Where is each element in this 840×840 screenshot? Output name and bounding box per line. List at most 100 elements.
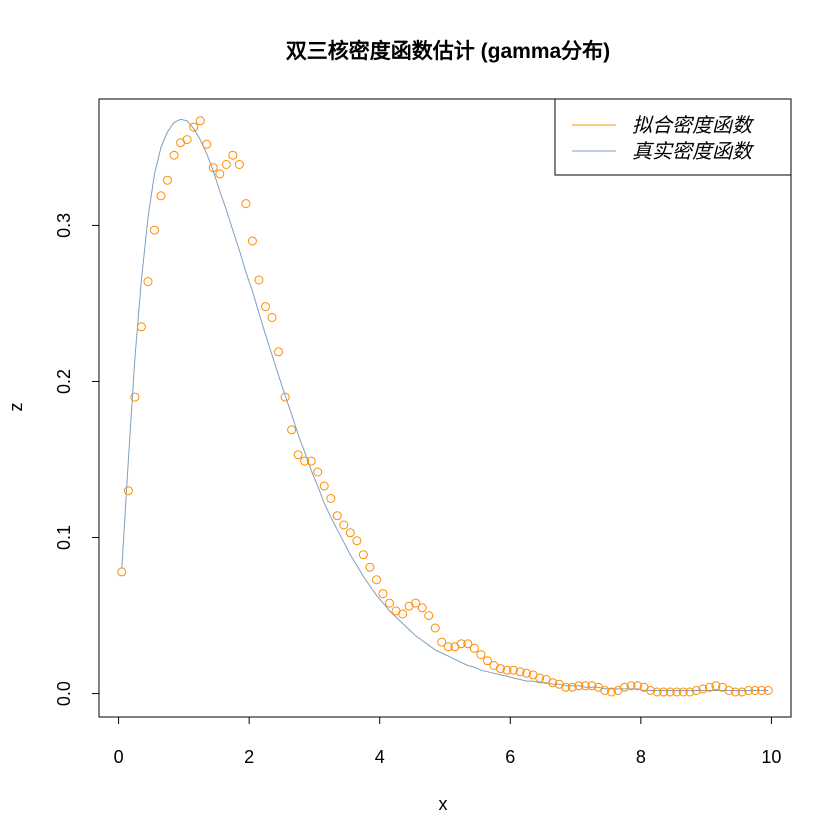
data-point bbox=[228, 150, 238, 160]
data-point bbox=[300, 456, 310, 466]
data-point bbox=[372, 575, 381, 585]
data-point bbox=[646, 686, 656, 695]
x-axis: 0 2 4 6 8 10 bbox=[114, 716, 781, 767]
data-point bbox=[685, 687, 695, 697]
y-tick-label: 0.2 bbox=[54, 369, 74, 394]
data-point bbox=[267, 313, 277, 322]
data-point bbox=[763, 686, 773, 695]
y-axis: 0.0 0.1 0.2 0.3 bbox=[54, 213, 100, 706]
data-point bbox=[509, 665, 518, 675]
data-point bbox=[698, 684, 708, 694]
y-tick-label: 0.3 bbox=[54, 213, 74, 238]
data-point bbox=[574, 681, 584, 691]
data-point bbox=[600, 686, 610, 695]
data-point bbox=[332, 511, 342, 521]
data-point bbox=[287, 425, 297, 435]
series-layer bbox=[117, 116, 773, 697]
x-tick-label: 6 bbox=[505, 747, 515, 767]
y-tick-label: 0.0 bbox=[54, 681, 74, 706]
data-point bbox=[143, 277, 153, 287]
data-point bbox=[731, 687, 740, 697]
legend-box bbox=[554, 98, 792, 176]
data-point bbox=[757, 686, 767, 695]
data-point bbox=[522, 668, 532, 678]
data-point bbox=[548, 678, 558, 688]
data-point bbox=[345, 528, 355, 538]
legend-label-true: 真实密度函数 bbox=[632, 141, 755, 163]
data-point bbox=[208, 163, 218, 173]
data-point bbox=[254, 275, 264, 285]
data-point bbox=[326, 494, 336, 503]
legend-label-fitted: 拟合密度函数 bbox=[632, 115, 755, 137]
x-tick-label: 4 bbox=[375, 747, 385, 767]
data-point bbox=[398, 609, 408, 619]
data-point bbox=[378, 589, 388, 599]
data-point bbox=[463, 639, 473, 649]
data-point bbox=[352, 536, 362, 546]
data-point bbox=[587, 681, 597, 691]
data-point bbox=[567, 682, 577, 692]
data-point bbox=[123, 486, 133, 496]
data-point bbox=[620, 682, 629, 692]
x-tick-label: 0 bbox=[114, 747, 124, 767]
data-point bbox=[437, 637, 447, 647]
x-tick-label: 2 bbox=[244, 747, 254, 767]
data-point bbox=[652, 687, 662, 697]
data-point bbox=[711, 681, 721, 691]
data-point bbox=[476, 650, 486, 660]
data-point bbox=[750, 686, 760, 695]
data-point bbox=[678, 687, 688, 697]
data-point bbox=[691, 686, 701, 695]
data-point bbox=[515, 667, 525, 677]
data-point bbox=[744, 686, 754, 695]
data-point bbox=[672, 687, 682, 697]
data-point bbox=[319, 481, 329, 491]
data-point bbox=[502, 665, 512, 675]
data-point bbox=[365, 562, 375, 572]
data-point bbox=[665, 687, 675, 697]
data-point bbox=[234, 160, 244, 169]
data-point bbox=[169, 150, 179, 160]
data-point bbox=[704, 682, 714, 692]
data-point bbox=[221, 160, 231, 169]
data-point bbox=[535, 673, 545, 683]
x-axis-label: x bbox=[439, 794, 448, 814]
plot-frame bbox=[98, 98, 792, 718]
data-point bbox=[358, 550, 368, 560]
x-tick-label: 10 bbox=[761, 747, 781, 767]
data-point bbox=[150, 225, 159, 235]
data-point bbox=[424, 611, 434, 621]
data-point bbox=[247, 236, 257, 246]
data-point bbox=[633, 681, 643, 691]
data-point bbox=[215, 169, 225, 179]
data-point bbox=[607, 687, 616, 697]
data-point bbox=[580, 681, 590, 691]
data-point bbox=[189, 122, 199, 132]
data-point bbox=[261, 302, 270, 312]
data-point bbox=[443, 642, 453, 652]
data-point bbox=[417, 603, 427, 613]
data-point bbox=[626, 681, 636, 691]
data-point bbox=[117, 567, 127, 577]
series-line-true-density bbox=[121, 118, 769, 691]
data-point bbox=[385, 598, 394, 608]
data-point bbox=[293, 450, 303, 460]
data-point bbox=[156, 191, 166, 201]
data-point bbox=[306, 456, 316, 466]
data-point bbox=[496, 664, 505, 674]
data-point bbox=[737, 687, 747, 697]
data-point bbox=[280, 392, 290, 402]
data-point bbox=[195, 116, 205, 126]
data-point bbox=[430, 623, 440, 633]
data-point bbox=[182, 135, 192, 145]
data-point bbox=[202, 139, 212, 149]
x-tick-label: 8 bbox=[636, 747, 646, 767]
data-point bbox=[482, 656, 492, 666]
y-tick-label: 0.1 bbox=[54, 525, 74, 550]
data-point bbox=[469, 643, 479, 653]
data-point bbox=[163, 175, 172, 185]
data-point bbox=[724, 686, 734, 695]
data-point bbox=[659, 687, 669, 697]
data-point bbox=[241, 199, 251, 209]
